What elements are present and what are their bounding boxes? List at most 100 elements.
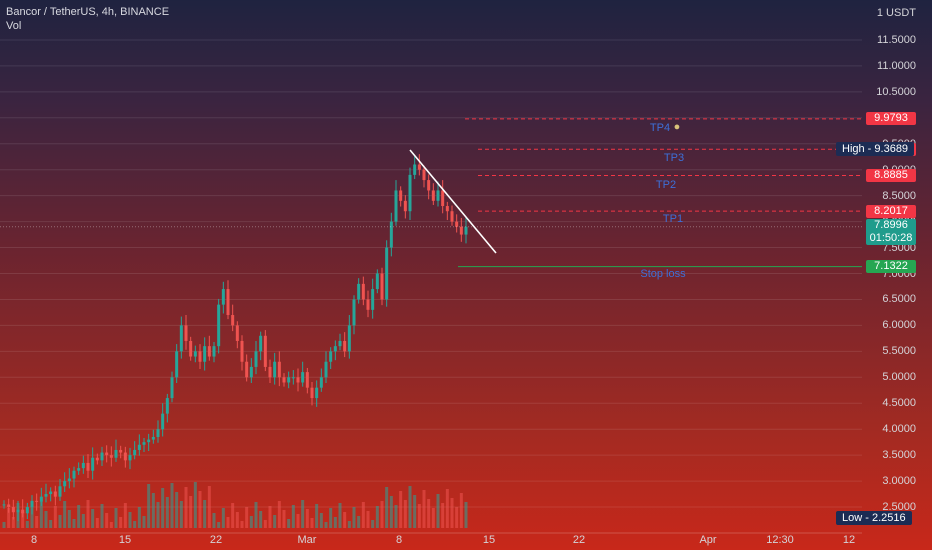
- candle: [109, 455, 113, 458]
- volume-bar: [198, 491, 202, 528]
- volume-bar: [333, 517, 337, 528]
- candle: [245, 361, 249, 378]
- price-tick-label: 5.5000: [882, 345, 916, 358]
- volume-bar: [175, 492, 179, 528]
- candle: [221, 289, 225, 305]
- level-label: TP2: [655, 179, 677, 191]
- time-tick-label: 15: [482, 534, 496, 546]
- candle: [58, 486, 62, 497]
- volume-bar: [161, 488, 165, 528]
- price-tick-label: 4.5000: [882, 397, 916, 410]
- price-tick-label: 11.5000: [877, 33, 916, 46]
- candle: [49, 491, 53, 495]
- time-tick-label: Apr: [699, 534, 717, 546]
- candle: [287, 377, 291, 383]
- price-tick-label: 10.5000: [876, 85, 916, 98]
- volume-bar: [231, 503, 235, 528]
- candle: [249, 366, 253, 378]
- candle: [175, 351, 179, 378]
- candle: [403, 200, 407, 212]
- candle: [193, 351, 197, 357]
- volume-label[interactable]: Vol: [6, 20, 22, 32]
- volume-bar: [142, 516, 146, 528]
- price-tick-label: 4.0000: [882, 423, 916, 436]
- candle: [417, 164, 421, 170]
- candle: [357, 283, 361, 300]
- volume-bar: [459, 493, 463, 528]
- volume-bar: [151, 493, 155, 528]
- volume-bar: [212, 513, 216, 528]
- candle: [21, 509, 25, 514]
- candle: [198, 351, 202, 362]
- candle: [464, 226, 468, 235]
- candle: [91, 457, 95, 471]
- candle: [119, 449, 123, 453]
- volume-bar: [249, 516, 253, 528]
- symbol-title[interactable]: Bancor / TetherUS, 4h, BINANCE: [6, 6, 170, 18]
- candle: [259, 335, 263, 352]
- volume-bar: [385, 487, 389, 528]
- volume-bar: [301, 500, 305, 528]
- volume-bar: [189, 496, 193, 528]
- level-label: TP1: [662, 213, 684, 225]
- candle: [212, 346, 216, 357]
- candle: [44, 494, 48, 497]
- volume-bar: [343, 512, 347, 528]
- volume-bar: [324, 522, 328, 528]
- candle: [184, 325, 188, 341]
- volume-bar: [319, 513, 323, 528]
- volume-bar: [2, 522, 6, 528]
- price-tick-label: 8.5000: [882, 189, 916, 202]
- candle: [254, 351, 258, 367]
- volume-bar: [11, 517, 15, 528]
- volume-bar: [170, 483, 174, 528]
- candle: [123, 452, 127, 461]
- volume-bar: [203, 500, 207, 528]
- candle: [291, 377, 295, 379]
- volume-bar: [86, 500, 90, 528]
- volume-bar: [128, 512, 132, 528]
- volume-bar: [109, 522, 113, 528]
- volume-bar: [25, 521, 29, 528]
- volume-bar: [114, 508, 118, 528]
- candle: [151, 436, 155, 440]
- volume-bar: [277, 501, 281, 528]
- volume-bar: [226, 517, 230, 528]
- candle: [161, 413, 165, 430]
- low-tag: Low - 2.2516: [836, 511, 912, 525]
- candle: [7, 504, 11, 508]
- volume-bar: [436, 494, 440, 528]
- volume-bar: [366, 511, 370, 528]
- volume-bar: [245, 507, 249, 528]
- volume-bar: [240, 521, 244, 528]
- volume-bar: [207, 486, 211, 528]
- volume-bar: [450, 498, 454, 528]
- volume-bar: [165, 497, 169, 528]
- volume-bar: [375, 506, 379, 528]
- candle: [431, 190, 435, 201]
- volume-bar: [282, 510, 286, 528]
- candle: [329, 351, 333, 362]
- volume-bar: [445, 489, 449, 528]
- volume-bar: [63, 501, 67, 528]
- volume-bar: [291, 505, 295, 528]
- candle: [277, 361, 281, 378]
- volume-bar: [217, 522, 221, 528]
- last-price-tag: 7.8996 01:50:28: [866, 219, 916, 245]
- candle: [170, 377, 174, 399]
- volume-bar: [137, 507, 141, 528]
- currency-prefix-icon: 1: [876, 7, 887, 19]
- candle: [450, 211, 454, 222]
- volume-bar: [105, 513, 109, 528]
- candle: [133, 449, 137, 456]
- candle: [399, 190, 403, 201]
- candle: [315, 387, 319, 399]
- candle: [459, 226, 463, 235]
- volume-bar: [403, 500, 407, 528]
- candle: [77, 468, 81, 471]
- candle: [81, 462, 85, 469]
- volume-bar: [441, 503, 445, 528]
- volume-bar: [147, 484, 151, 528]
